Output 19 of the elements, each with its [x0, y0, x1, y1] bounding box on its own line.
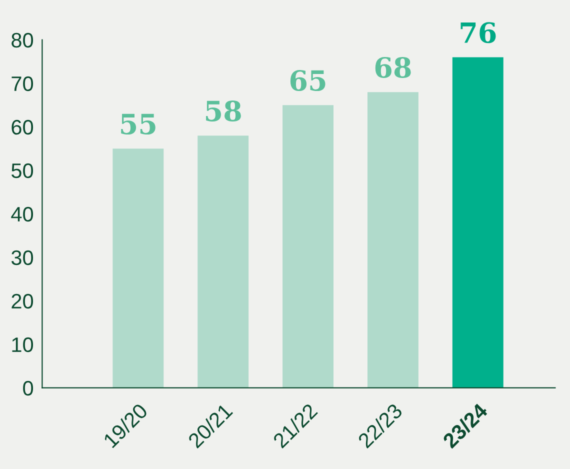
y-tick-label: 50	[12, 163, 34, 178]
data-label: 55	[121, 114, 156, 135]
bar	[282, 105, 334, 388]
y-tick-label: 70	[12, 76, 34, 92]
data-label: 68	[375, 56, 411, 78]
y-tick-label: 60	[12, 120, 34, 135]
bar	[112, 148, 164, 388]
data-label: 65	[290, 70, 326, 92]
bar	[452, 57, 504, 388]
y-tick-label: 40	[11, 206, 34, 222]
y-tick-label: 0	[23, 380, 34, 396]
y-tick-label: 80	[12, 32, 34, 48]
data-label: 76	[460, 22, 496, 44]
y-tick-label: 20	[12, 294, 34, 309]
data-label: 58	[206, 100, 241, 122]
bar	[198, 136, 249, 388]
bar	[367, 92, 418, 388]
y-tick-label: 30	[11, 250, 34, 266]
y-tick-label: 10	[12, 337, 34, 352]
